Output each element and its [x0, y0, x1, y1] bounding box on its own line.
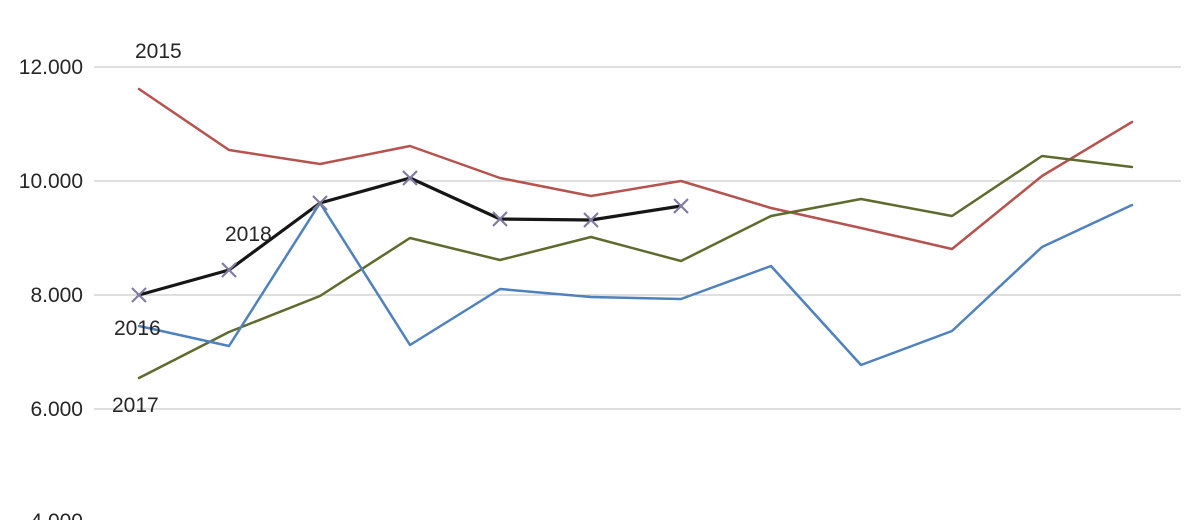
svg-text:2017: 2017 — [112, 394, 159, 417]
svg-text:2018: 2018 — [225, 223, 272, 246]
svg-text:10.000: 10.000 — [19, 170, 83, 193]
svg-text:2016: 2016 — [114, 317, 161, 340]
svg-text:8.000: 8.000 — [30, 284, 83, 307]
svg-text:2015: 2015 — [135, 40, 182, 63]
svg-text:6.000: 6.000 — [30, 398, 83, 421]
svg-text:4.000: 4.000 — [30, 510, 83, 520]
svg-text:12.000: 12.000 — [19, 56, 83, 79]
